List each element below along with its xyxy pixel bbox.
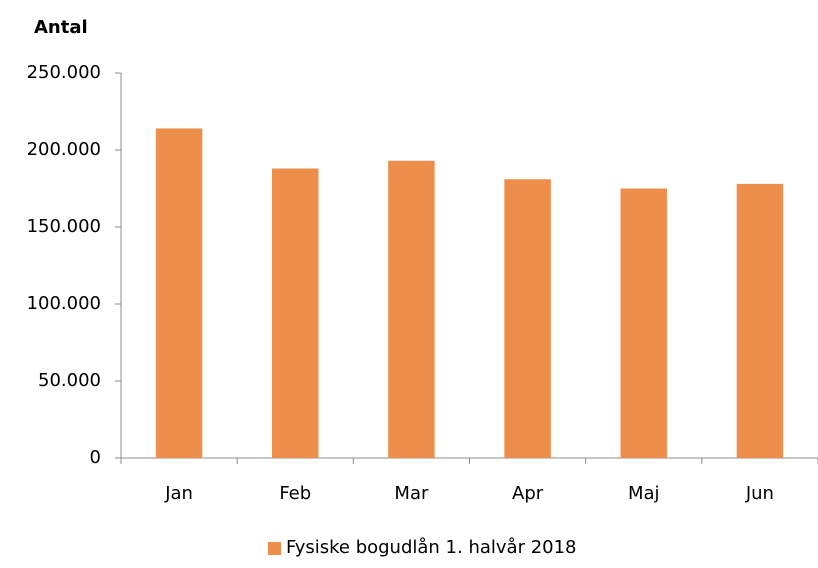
x-tick-label: Feb	[279, 483, 311, 504]
bar	[388, 160, 435, 458]
bar	[620, 188, 667, 458]
y-tick-label: 250.000	[27, 62, 101, 83]
bar	[272, 168, 319, 459]
legend-swatch	[268, 542, 281, 555]
y-tick-label: 150.000	[27, 216, 101, 237]
bar	[736, 183, 784, 458]
y-tick-label: 200.000	[27, 139, 101, 160]
x-tick-label: Jun	[745, 483, 774, 504]
y-tick-label: 0	[90, 447, 101, 468]
x-tick-label: Jan	[164, 483, 193, 504]
x-tick-label: Mar	[394, 483, 429, 504]
y-tick-label: 100.000	[27, 293, 101, 314]
x-tick-label: Maj	[628, 483, 660, 504]
y-axis-title: Antal	[34, 17, 88, 38]
y-tick-label: 50.000	[38, 370, 101, 391]
x-tick-label: Apr	[512, 483, 544, 504]
bar	[155, 128, 203, 458]
bar	[504, 179, 551, 458]
legend-label: Fysiske bogudlån 1. halvår 2018	[286, 537, 577, 558]
